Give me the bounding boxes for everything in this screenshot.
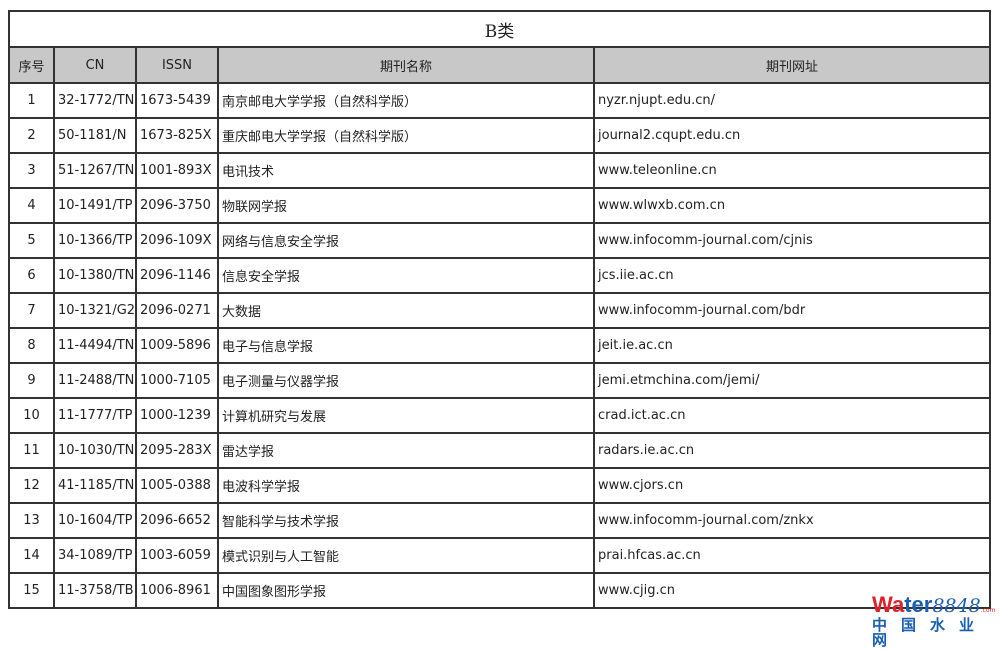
table-row: 5 10-1366/TP 2096-109X 网络与信息安全学报 www.infocom…: [8, 222, 991, 259]
table-row: 9 11-2488/TN 1000-7105 电子测量与仪器学报 jemi.etmchi…: [8, 362, 991, 399]
cell-cn: 10-1380/TN: [53, 257, 137, 294]
cell-cn: 11-4494/TN: [53, 327, 137, 364]
watermark-logo: Water8848.com 中国水业网: [872, 592, 996, 649]
cell-journal-name: 中国图象图形学报: [217, 572, 595, 609]
table-row: 6 10-1380/TN 2096-1146 信息安全学报 jcs.iie.ac.cn: [8, 257, 991, 294]
cell-cn: 11-1777/TP: [53, 397, 137, 434]
cell-index: 11: [8, 432, 55, 469]
cell-index: 9: [8, 362, 55, 399]
cell-cn: 10-1030/TN: [53, 432, 137, 469]
cell-url: prai.hfcas.ac.cn: [593, 537, 991, 574]
table-row: 4 10-1491/TP 2096-3750 物联网学报 www.wlwxb.com.c…: [8, 187, 991, 224]
col-header-index: 序号: [8, 46, 55, 84]
cell-url: nyzr.njupt.edu.cn/: [593, 82, 991, 119]
cell-index: 12: [8, 467, 55, 504]
cell-journal-name: 大数据: [217, 292, 595, 329]
cell-issn: 1000-7105: [135, 362, 219, 399]
cell-url: jcs.iie.ac.cn: [593, 257, 991, 294]
table-row: 8 11-4494/TN 1009-5896 电子与信息学报 jeit.ie.ac.cn: [8, 327, 991, 364]
cell-url: crad.ict.ac.cn: [593, 397, 991, 434]
cell-issn: 2096-0271: [135, 292, 219, 329]
cell-url: radars.ie.ac.cn: [593, 432, 991, 469]
cell-issn: 2096-1146: [135, 257, 219, 294]
cell-url: www.wlwxb.com.cn: [593, 187, 991, 224]
cell-cn: 10-1366/TP: [53, 222, 137, 259]
cell-url: www.infocomm-journal.com/cjnis: [593, 222, 991, 259]
table-row: 11 10-1030/TN 2095-283X 雷达学报 radars.ie.ac.cn: [8, 432, 991, 469]
col-header-url: 期刊网址: [593, 46, 991, 84]
cell-index: 10: [8, 397, 55, 434]
cell-issn: 1673-825X: [135, 117, 219, 154]
cell-journal-name: 南京邮电大学学报（自然科学版）: [217, 82, 595, 119]
cell-url: www.cjors.cn: [593, 467, 991, 504]
cell-cn: 32-1772/TN: [53, 82, 137, 119]
cell-index: 15: [8, 572, 55, 609]
cell-journal-name: 电子测量与仪器学报: [217, 362, 595, 399]
cell-journal-name: 物联网学报: [217, 187, 595, 224]
cell-cn: 41-1185/TN: [53, 467, 137, 504]
cell-issn: 1005-0388: [135, 467, 219, 504]
cell-index: 4: [8, 187, 55, 224]
cell-journal-name: 电讯技术: [217, 152, 595, 189]
cell-issn: 1009-5896: [135, 327, 219, 364]
cell-index: 3: [8, 152, 55, 189]
table-row: 3 51-1267/TN 1001-893X 电讯技术 www.teleonline.c…: [8, 152, 991, 189]
table-row: 13 10-1604/TP 2096-6652 智能科学与技术学报 www.infoco…: [8, 502, 991, 539]
cell-url: www.infocomm-journal.com/znkx: [593, 502, 991, 539]
cell-cn: 11-2488/TN: [53, 362, 137, 399]
table-row: 1 32-1772/TN 1673-5439 南京邮电大学学报（自然科学版） nyzr.…: [8, 82, 991, 119]
cell-cn: 10-1321/G2: [53, 292, 137, 329]
cell-cn: 10-1491/TP: [53, 187, 137, 224]
cell-index: 2: [8, 117, 55, 154]
cell-journal-name: 信息安全学报: [217, 257, 595, 294]
table-row: 12 41-1185/TN 1005-0388 电波科学学报 www.cjors.cn: [8, 467, 991, 504]
cell-issn: 1673-5439: [135, 82, 219, 119]
table-row: 14 34-1089/TP 1003-6059 模式识别与人工智能 prai.hfcas…: [8, 537, 991, 574]
cell-journal-name: 雷达学报: [217, 432, 595, 469]
cell-journal-name: 模式识别与人工智能: [217, 537, 595, 574]
cell-index: 6: [8, 257, 55, 294]
cell-cn: 11-3758/TB: [53, 572, 137, 609]
cell-issn: 2095-283X: [135, 432, 219, 469]
cell-index: 13: [8, 502, 55, 539]
cell-index: 14: [8, 537, 55, 574]
cell-url: journal2.cqupt.edu.cn: [593, 117, 991, 154]
cell-cn: 50-1181/N: [53, 117, 137, 154]
cell-issn: 1001-893X: [135, 152, 219, 189]
cell-journal-name: 重庆邮电大学学报（自然科学版）: [217, 117, 595, 154]
cell-journal-name: 网络与信息安全学报: [217, 222, 595, 259]
journal-table: B类 序号 CN ISSN 期刊名称 期刊网址 1 32-1772/TN 1673-…: [8, 10, 991, 609]
table-row: 2 50-1181/N 1673-825X 重庆邮电大学学报（自然科学版） journa…: [8, 117, 991, 154]
cell-journal-name: 电波科学学报: [217, 467, 595, 504]
cell-url: jeit.ie.ac.cn: [593, 327, 991, 364]
cell-cn: 34-1089/TP: [53, 537, 137, 574]
cell-issn: 1006-8961: [135, 572, 219, 609]
cell-url: jemi.etmchina.com/jemi/: [593, 362, 991, 399]
col-header-name: 期刊名称: [217, 46, 595, 84]
cell-issn: 1003-6059: [135, 537, 219, 574]
table-title: B类: [8, 10, 991, 48]
cell-journal-name: 智能科学与技术学报: [217, 502, 595, 539]
cell-index: 5: [8, 222, 55, 259]
cell-issn: 2096-6652: [135, 502, 219, 539]
col-header-issn: ISSN: [135, 46, 219, 84]
cell-issn: 1000-1239: [135, 397, 219, 434]
cell-issn: 2096-109X: [135, 222, 219, 259]
cell-url: www.infocomm-journal.com/bdr: [593, 292, 991, 329]
cell-url: www.teleonline.cn: [593, 152, 991, 189]
col-header-cn: CN: [53, 46, 137, 84]
table-row: 10 11-1777/TP 1000-1239 计算机研究与发展 crad.ict.ac…: [8, 397, 991, 434]
cell-index: 1: [8, 82, 55, 119]
cell-index: 8: [8, 327, 55, 364]
cell-url: www.cjig.cn: [593, 572, 991, 609]
header-row: 序号 CN ISSN 期刊名称 期刊网址: [8, 46, 991, 84]
cell-index: 7: [8, 292, 55, 329]
cell-cn: 10-1604/TP: [53, 502, 137, 539]
cell-issn: 2096-3750: [135, 187, 219, 224]
table-row: 15 11-3758/TB 1006-8961 中国图象图形学报 www.cjig.cn: [8, 572, 991, 609]
cell-journal-name: 电子与信息学报: [217, 327, 595, 364]
cell-journal-name: 计算机研究与发展: [217, 397, 595, 434]
cell-cn: 51-1267/TN: [53, 152, 137, 189]
table-row: 7 10-1321/G2 2096-0271 大数据 www.infocomm-jour…: [8, 292, 991, 329]
